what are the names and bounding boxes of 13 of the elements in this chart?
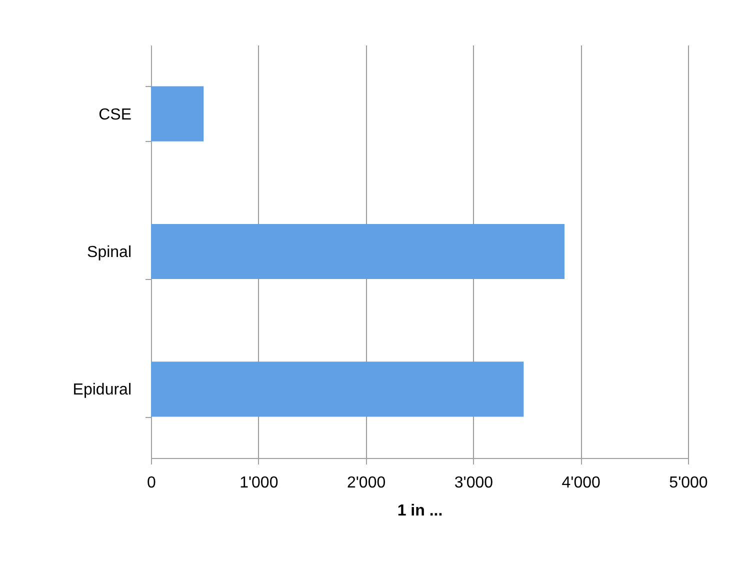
y-tick-label: Epidural bbox=[72, 382, 132, 399]
x-tick-label: 3'000 bbox=[454, 474, 494, 492]
bar bbox=[151, 224, 564, 280]
x-axis-title: 1 in ... bbox=[397, 502, 443, 520]
y-tick-label: CSE bbox=[98, 106, 132, 124]
bar bbox=[151, 362, 524, 417]
x-tick-label: 2'000 bbox=[346, 474, 386, 492]
x-tick-label: 5'000 bbox=[669, 474, 708, 492]
x-tick-label: 0 bbox=[147, 474, 156, 492]
y-tick-label: Spinal bbox=[87, 244, 132, 261]
x-tick-label: 1'000 bbox=[240, 474, 278, 492]
bar bbox=[151, 86, 204, 142]
x-tick-label: 4'000 bbox=[562, 474, 601, 492]
